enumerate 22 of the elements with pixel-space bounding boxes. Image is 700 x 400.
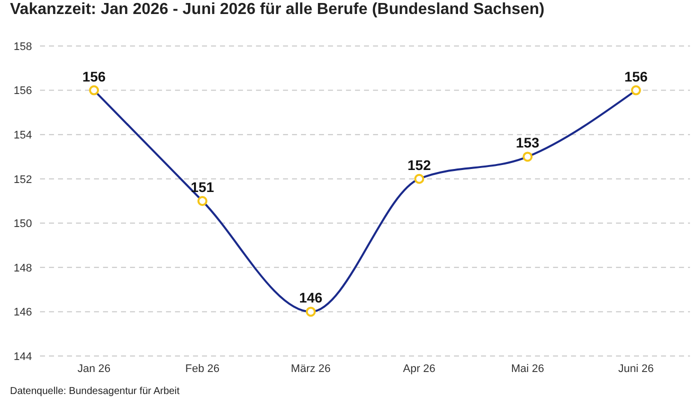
x-tick-label: Jan 26	[77, 362, 111, 375]
x-tick-label: Juni 26	[618, 362, 654, 375]
y-tick-label: 154	[14, 129, 32, 142]
x-tick-label: März 26	[290, 362, 331, 375]
y-tick-label: 156	[14, 85, 32, 98]
data-label: 146	[299, 290, 323, 306]
y-tick-label: 146	[14, 306, 32, 319]
y-tick-label: 148	[14, 262, 32, 274]
x-tick-label: Mai 26	[511, 362, 544, 375]
data-label: 153	[516, 134, 540, 151]
data-label: 156	[624, 68, 648, 84]
y-tick-label: 158	[14, 40, 32, 53]
data-label: 156	[82, 68, 106, 84]
x-tick-label: Feb 26	[185, 362, 220, 375]
y-tick-label: 150	[14, 218, 32, 230]
data-label: 152	[408, 156, 432, 173]
y-tick-label: 144	[14, 350, 32, 363]
text: Datenquelle: Bundesagentur für Arbeit	[10, 386, 180, 397]
y-tick-label: 152	[14, 174, 32, 186]
x-tick-label: Apr 26	[402, 362, 436, 375]
data-label: 151	[190, 179, 214, 195]
chart-title: Vakanzzeit: Jan 2026 - Juni 2026 für alle Berufe (Bundesland Sachsen)	[10, 1, 544, 19]
